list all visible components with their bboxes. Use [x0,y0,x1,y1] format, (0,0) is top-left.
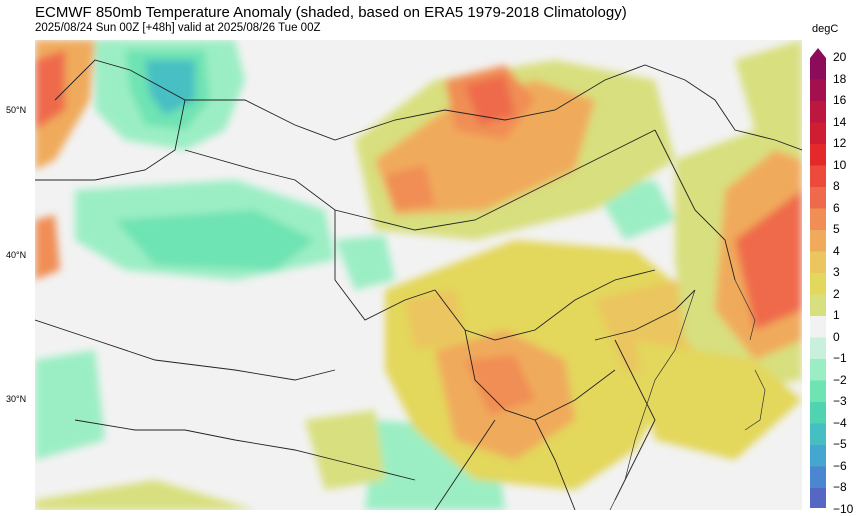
colorbar-band [810,187,826,209]
chart-title: ECMWF 850mb Temperature Anomaly (shaded,… [35,4,627,21]
map-area [35,40,802,510]
colorbar-band [810,101,826,123]
colorbar-tick-label: −3 [833,394,847,408]
colorbar-band [810,359,826,381]
colorbar-band [810,380,826,403]
colorbar-tick-label: 16 [833,93,847,107]
colorbar-band [810,251,826,274]
colorbar-tick-label: 4 [833,243,840,258]
colorbar-band [810,208,826,231]
colorbar-tick-label: 1 [833,308,840,322]
colorbar-band [810,79,826,102]
colorbar-band [810,58,826,80]
colorbar-band [810,445,826,467]
colorbar-band [810,337,826,360]
coastline [609,279,766,510]
colorbar-tick-label: 18 [833,71,847,86]
colorbar-tick-label: −1 [833,351,847,365]
colorbar-band [810,423,826,446]
colorbar-band [810,316,826,338]
colorbar-unit: degC [812,23,839,35]
colorbar-band [810,165,826,188]
colorbar-tick-label: 12 [833,136,847,150]
colorbar-band [810,294,826,317]
colorbar-tick-label: 14 [833,114,847,129]
colorbar-tick-label: −8 [833,480,847,494]
colorbar-tick-label: 3 [833,265,840,279]
colorbar-band [810,122,826,145]
colorbar-tick-label: 0 [833,329,840,344]
colorbar-band [810,144,826,166]
colorbar-tick-label: 10 [833,157,847,172]
chart-subtitle: 2025/08/24 Sun 00Z [+48h] valid at 2025/… [35,22,321,34]
colorbar-band [810,466,826,489]
colorbar-tick-label: 2 [833,286,840,301]
boundary-lines [35,59,802,510]
colorbar-band [810,488,826,508]
colorbar-tick-label: −4 [833,415,847,430]
colorbar-tick-label: 6 [833,200,840,215]
colorbar-band [810,230,826,252]
colorbar-tick-label: −10 [833,501,854,516]
colorbar-band [810,402,826,424]
latitude-label: 50°N [6,105,27,115]
colorbar-tick-label: −5 [833,437,847,451]
colorbar-tick-label: 5 [833,222,840,236]
anomaly-shading [35,40,802,510]
colorbar-band [810,273,826,295]
colorbar [810,48,826,508]
latitude-label: 40°N [6,250,27,260]
colorbar-tick-label: 20 [833,50,847,64]
colorbar-tick-label: −6 [833,458,847,473]
latitude-label: 30°N [6,394,27,404]
colorbar-extend-tip [810,48,826,58]
colorbar-tick-label: 8 [833,179,840,193]
colorbar-tick-label: −2 [833,372,847,387]
